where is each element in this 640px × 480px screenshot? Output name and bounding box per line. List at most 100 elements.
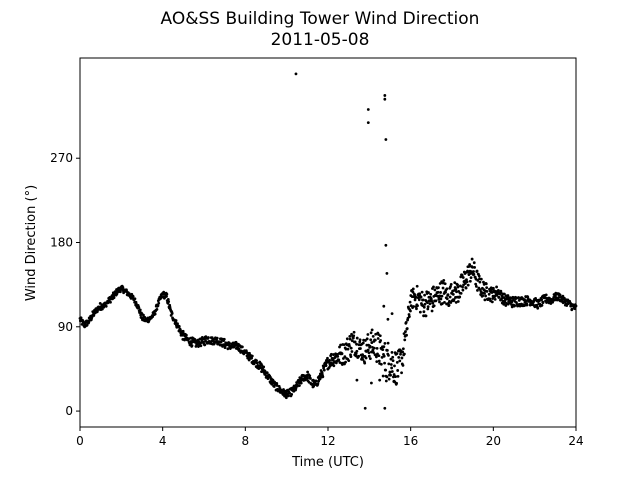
data-point	[429, 292, 433, 296]
data-point	[170, 312, 174, 315]
data-point	[513, 304, 517, 308]
data-point	[399, 352, 402, 356]
data-point	[381, 374, 385, 378]
data-point	[474, 282, 478, 286]
data-point	[174, 319, 178, 322]
data-point	[137, 306, 141, 310]
data-point	[369, 338, 373, 342]
data-point	[367, 351, 371, 355]
data-point	[131, 295, 135, 298]
outlier-point	[392, 379, 396, 383]
data-point	[265, 371, 269, 375]
data-point	[390, 350, 394, 354]
data-point	[275, 384, 279, 387]
data-point	[497, 295, 501, 299]
data-point	[418, 310, 422, 314]
data-point	[491, 297, 495, 300]
data-point	[226, 347, 230, 351]
data-point	[422, 310, 426, 314]
data-point	[369, 331, 373, 335]
data-point	[364, 339, 367, 342]
data-point	[454, 301, 458, 304]
y-axis: 0 90 180 270	[50, 151, 80, 418]
data-point	[411, 287, 415, 291]
data-point	[387, 362, 391, 366]
data-point	[456, 283, 459, 287]
data-point	[570, 307, 574, 311]
data-point	[250, 354, 254, 358]
data-point	[305, 376, 309, 380]
outlier-point	[370, 381, 373, 385]
data-point	[121, 286, 125, 289]
data-point	[428, 302, 432, 306]
data-point	[510, 303, 513, 306]
data-point	[309, 377, 312, 380]
x-axis-label: Time (UTC)	[291, 455, 364, 470]
data-point	[426, 301, 429, 305]
data-point	[127, 292, 131, 296]
x-axis: 0 4 8 12 16 20 24	[76, 427, 584, 448]
y-tick-label: 90	[58, 320, 73, 334]
data-point	[372, 346, 376, 350]
data-point	[395, 381, 398, 385]
data-point	[340, 352, 344, 356]
data-point	[482, 280, 485, 284]
data-point	[138, 308, 142, 312]
data-point	[440, 294, 444, 298]
data-point	[437, 286, 440, 290]
data-point	[412, 305, 416, 308]
data-point	[371, 348, 375, 352]
data-point	[420, 290, 424, 294]
data-point	[287, 394, 290, 398]
data-point	[355, 342, 358, 346]
outlier-point	[382, 304, 386, 308]
data-point	[446, 293, 450, 297]
data-point	[353, 340, 357, 344]
data-point	[483, 298, 487, 302]
data-point	[366, 333, 370, 336]
data-point	[557, 296, 561, 299]
data-point	[336, 354, 340, 358]
data-point	[358, 340, 362, 344]
data-point	[375, 360, 379, 364]
data-point	[255, 359, 258, 363]
data-point	[371, 334, 375, 338]
data-point	[409, 309, 412, 313]
data-point	[153, 312, 157, 316]
data-point	[290, 392, 294, 396]
x-tick-label: 4	[159, 434, 167, 448]
data-point	[351, 336, 355, 340]
data-point	[474, 285, 478, 288]
y-axis-label: Wind Direction (°)	[24, 185, 39, 301]
data-point	[389, 363, 393, 366]
x-tick-label: 8	[242, 434, 250, 448]
data-point	[312, 384, 316, 388]
data-point	[395, 360, 399, 364]
data-point	[215, 336, 219, 340]
data-point	[384, 379, 388, 383]
data-point	[364, 356, 368, 360]
data-point	[390, 370, 394, 373]
data-point	[414, 295, 418, 299]
data-point	[454, 287, 458, 291]
data-point	[223, 346, 227, 349]
data-point	[471, 265, 474, 269]
data-point	[298, 384, 301, 387]
data-point	[156, 304, 160, 308]
data-point	[310, 382, 314, 386]
outlier-point	[390, 312, 394, 316]
outlier-point	[383, 406, 387, 410]
data-point	[255, 361, 259, 365]
data-point	[485, 286, 489, 290]
data-point	[316, 382, 320, 386]
data-point	[461, 285, 464, 289]
data-point	[376, 337, 380, 340]
data-point	[558, 293, 562, 297]
data-point	[449, 282, 453, 286]
data-point	[206, 336, 210, 339]
data-point	[306, 370, 310, 374]
data-point	[496, 288, 500, 292]
data-point	[392, 373, 396, 376]
data-point	[415, 307, 418, 311]
data-point	[458, 295, 462, 299]
